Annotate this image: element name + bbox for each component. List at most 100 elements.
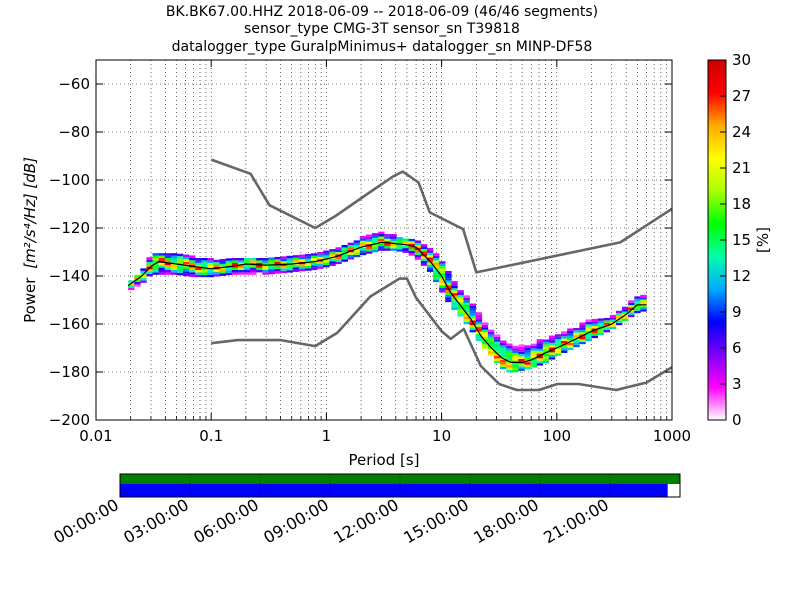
probability-cell [280,268,287,271]
probability-cell [237,267,245,270]
probability-cell [408,246,416,249]
probability-cell [158,267,166,270]
probability-cell [201,270,208,273]
probability-cell [390,246,397,249]
probability-cell [512,362,519,366]
probability-cell [445,294,452,298]
probability-cell [335,249,342,253]
probability-cell [457,314,464,317]
probability-cell [469,317,476,321]
probability-cell [469,313,476,316]
probability-cell [561,333,568,337]
probability-cell [628,307,635,310]
probability-cell [329,253,336,257]
probability-cell [274,264,281,267]
probability-cell [487,353,495,356]
probability-cell [378,238,385,242]
probability-cell [475,321,483,325]
probability-cell [512,365,519,368]
probability-cell [451,281,458,284]
probability-cell [189,274,196,278]
probability-cell [323,255,330,258]
probability-cell [622,306,629,310]
probability-cell [518,363,525,367]
y-axis-label-prefix: Power [21,277,39,323]
probability-cell [353,245,361,248]
probability-cell [548,342,556,346]
probability-cell [201,265,208,268]
probability-cell [451,300,458,303]
probability-cell [573,339,580,343]
probability-cell [152,258,159,261]
probability-cell [170,265,178,268]
probability-cell [298,256,306,260]
probability-cell [469,310,476,314]
probability-cell [567,342,574,346]
probability-cell [439,273,446,276]
probability-cell [207,262,214,266]
probability-cell [634,310,641,314]
probability-cell [402,240,409,244]
probability-cell [451,307,458,310]
probability-cell [390,248,397,251]
probability-cell [457,292,464,295]
probability-cell [390,238,397,242]
probability-cell [475,333,483,337]
probability-cell [292,269,300,272]
probability-cell [378,248,385,251]
probability-cell [189,255,196,258]
probability-cell [426,255,434,258]
probability-cell [158,258,166,261]
probability-cell [329,263,336,266]
probability-cell [512,348,519,351]
low-noise-model-line [211,277,673,392]
probability-cell [493,360,501,364]
probability-cell [548,335,556,338]
chart-title-line-2: sensor_type CMG-3T sensor_sn T39818 [244,21,520,37]
probability-cell [189,257,196,261]
probability-cell [628,305,635,308]
y-tick-label: −60 [58,75,90,93]
probability-cell [408,238,416,242]
probability-cell [317,254,324,257]
probability-cell [481,327,489,330]
probability-cell [609,319,617,323]
probability-cell [213,271,220,275]
colorbar-tick-label: 21 [732,159,751,177]
probability-cell [615,315,623,318]
probability-cell [353,252,361,255]
probability-cell [372,249,379,253]
probability-cell [213,264,220,267]
probability-cell [365,241,373,245]
probability-cell [554,334,562,337]
probability-cell [500,352,507,355]
probability-cell [561,338,568,341]
probability-cell [237,262,245,266]
probability-cell [518,368,525,371]
probability-cell [182,256,190,260]
probability-cell [250,265,257,268]
probability-cell [463,295,470,298]
probability-cell [426,247,434,251]
probability-cell [500,342,507,346]
probability-cell [256,270,263,273]
probability-cell [298,264,306,267]
probability-cell [182,266,190,269]
probability-cell [603,322,611,326]
probability-cell [195,270,202,273]
probability-cell [628,309,635,313]
probability-cell [487,336,495,340]
probability-cell [530,362,537,366]
probability-cell [170,267,178,270]
probability-cell [445,278,452,281]
probability-cell [158,270,166,273]
probability-cell [195,272,202,275]
probability-cell [445,282,452,286]
probability-cell [530,365,537,368]
probability-cell [500,366,507,370]
probability-cell [231,258,239,261]
probability-cell [439,268,446,271]
colorbar-tick-label: 3 [732,375,742,393]
probability-cell [408,248,416,251]
probability-cell [457,306,464,310]
